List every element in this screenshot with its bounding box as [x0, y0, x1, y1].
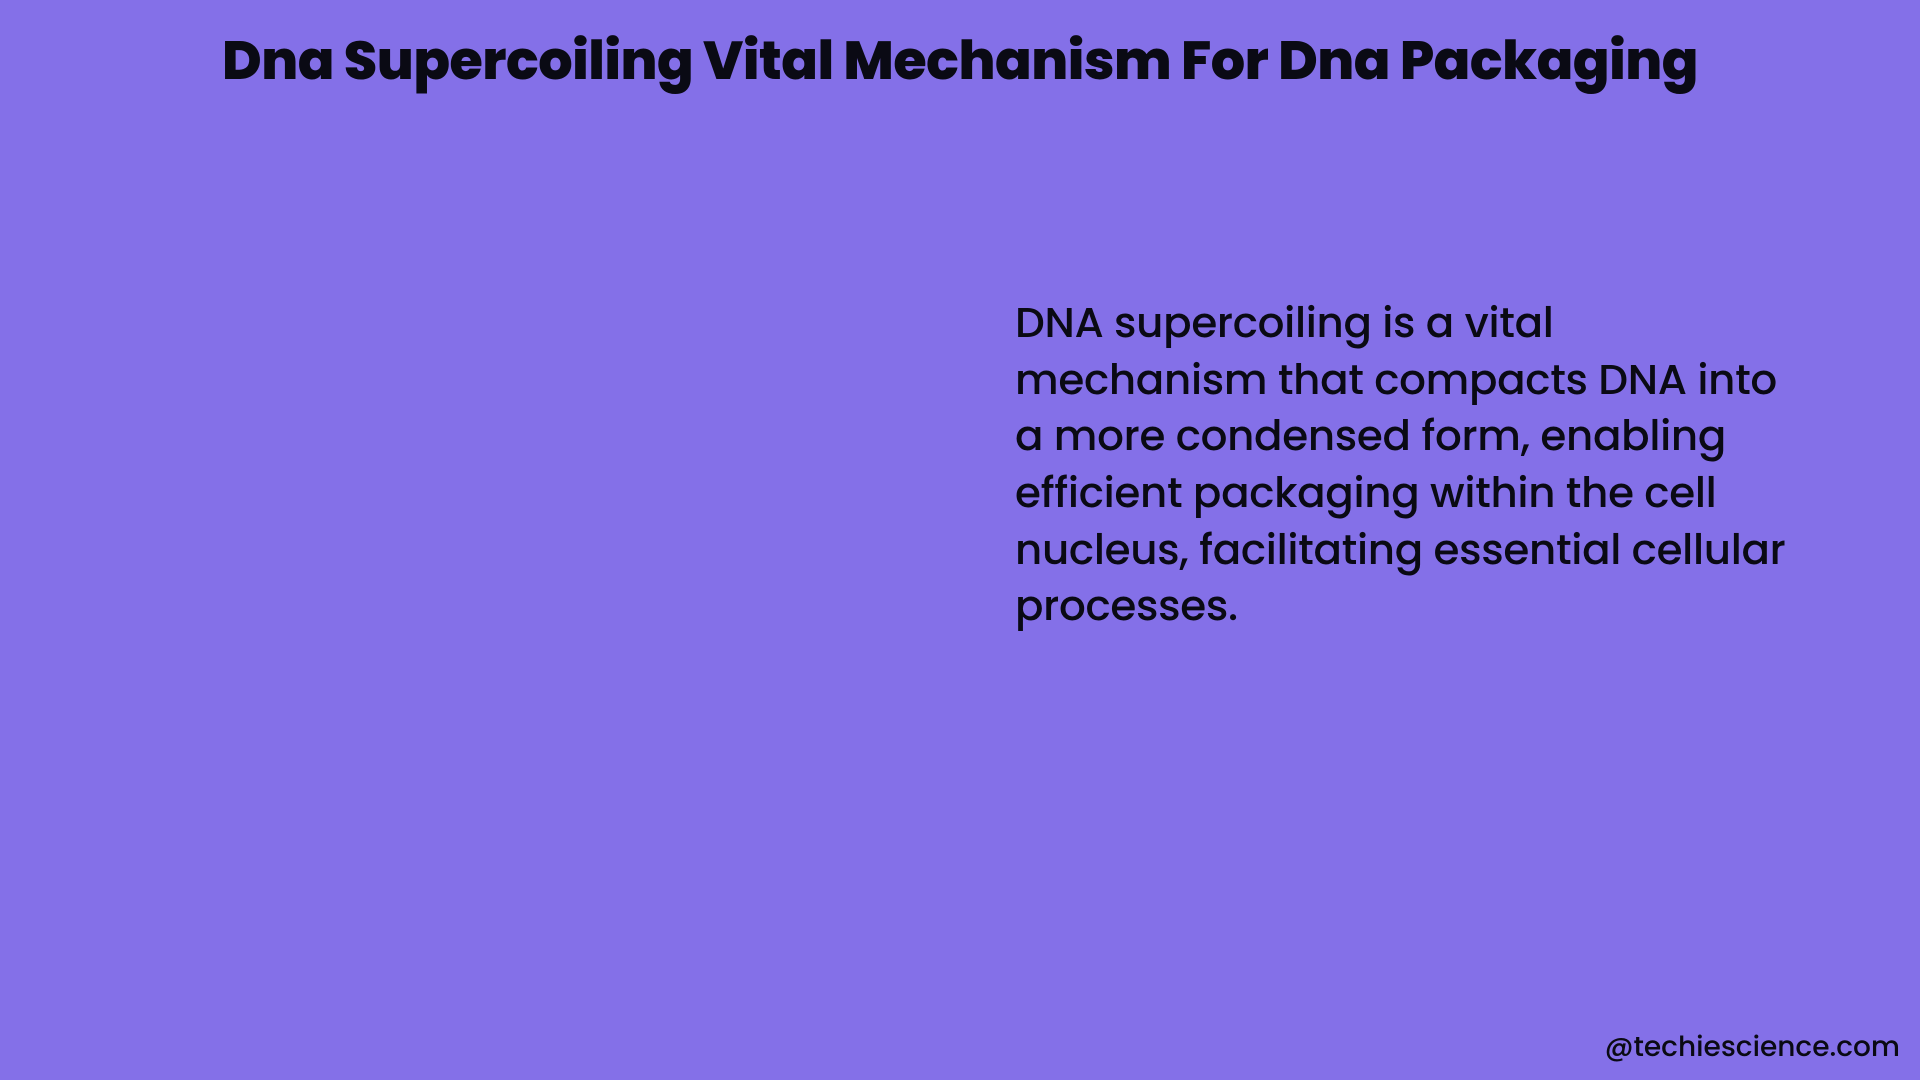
body-paragraph: DNA supercoiling is a vital mechanism th…: [1015, 295, 1815, 635]
attribution-text: @techiescience.com: [1605, 1026, 1900, 1068]
page-title: Dna Supercoiling Vital Mechanism For Dna…: [0, 20, 1920, 101]
